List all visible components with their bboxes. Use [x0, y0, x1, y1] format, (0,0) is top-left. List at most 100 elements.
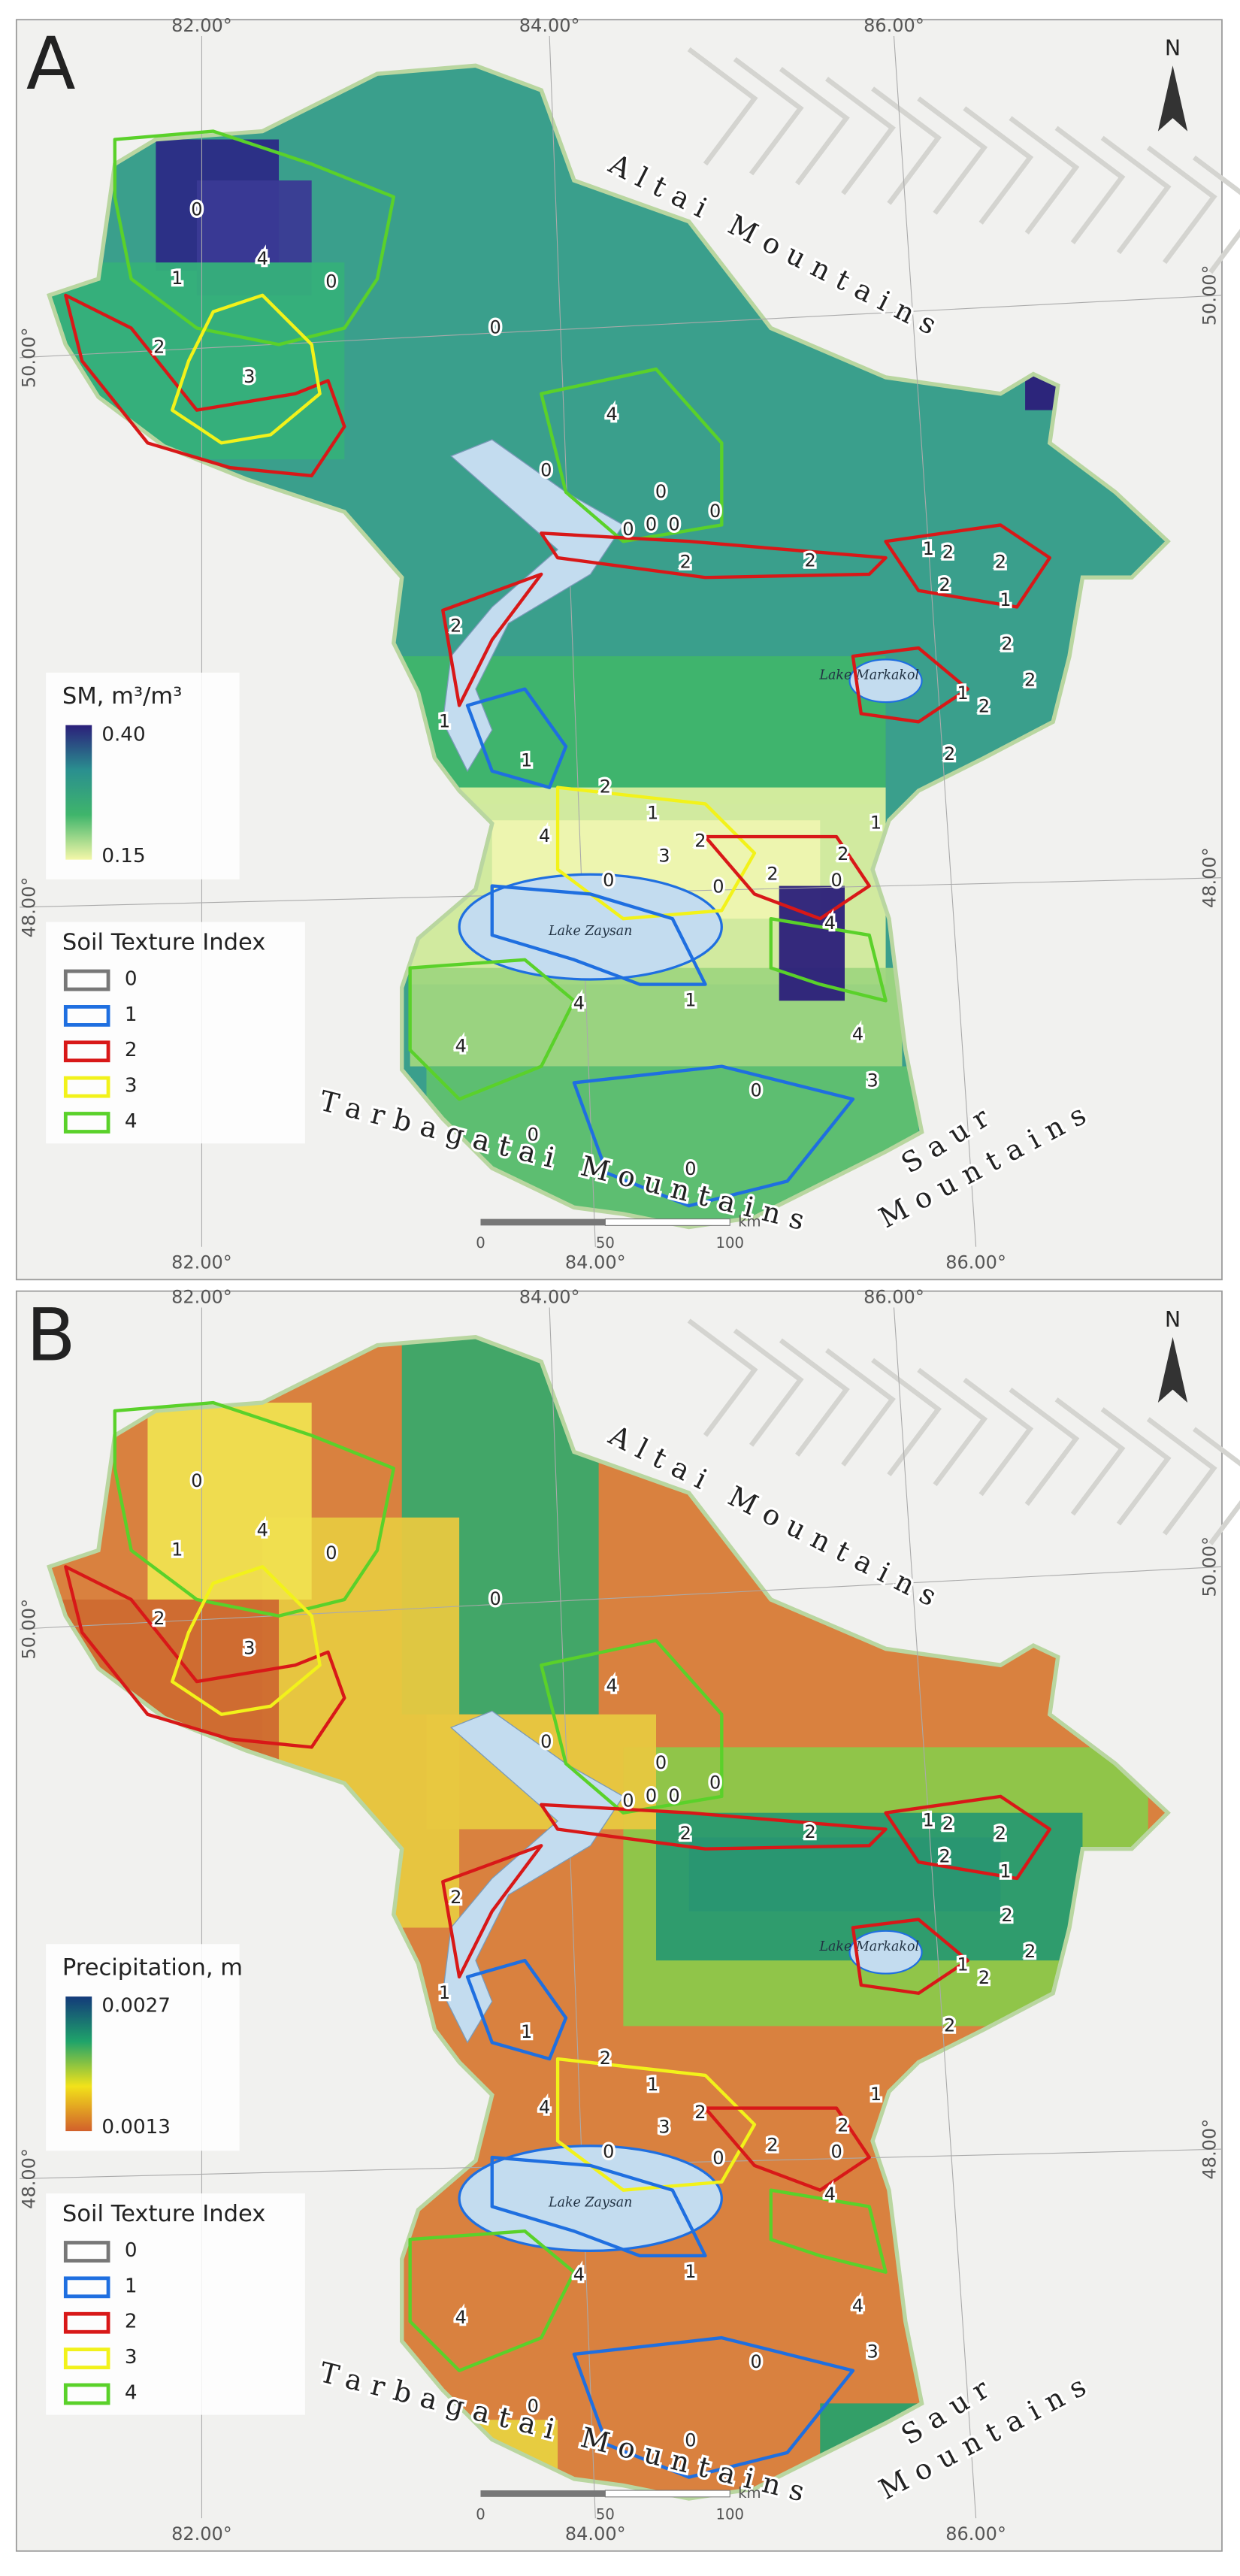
region-label: 2 — [1001, 634, 1012, 655]
colorbar — [65, 1996, 92, 2132]
region-label: 2 — [450, 1887, 461, 1908]
region-label: 4 — [257, 1519, 268, 1540]
region-label: 3 — [243, 1637, 255, 1658]
hillshade — [733, 1328, 804, 1447]
soil-region — [572, 2335, 855, 2479]
region-label: 1 — [957, 1954, 969, 1975]
graticule-line — [549, 1307, 596, 2519]
region-label: 0 — [668, 513, 679, 534]
lat-label: 48.00° — [1199, 847, 1220, 908]
soil-region — [408, 2229, 576, 2372]
soil-region — [465, 1958, 568, 2061]
legend-max: 0.0027 — [101, 1995, 171, 2018]
hillshade — [1192, 155, 1240, 274]
colorbar — [65, 725, 92, 860]
region-label: 0 — [685, 1158, 696, 1179]
legend-swatch — [63, 1040, 110, 1063]
region-label: 0 — [540, 1731, 552, 1752]
lon-label: 82.00° — [171, 1252, 232, 1273]
legend-swatch — [63, 2241, 110, 2263]
region-label: 4 — [824, 913, 836, 934]
soil-region — [540, 1639, 724, 1815]
legend-box — [46, 2193, 305, 2415]
soil-region — [490, 884, 707, 986]
legend-swatch — [63, 2383, 110, 2405]
region-label: 4 — [606, 1675, 617, 1697]
soil-region — [540, 1803, 888, 1851]
soil-region — [64, 1565, 346, 1749]
lake-label: Lake Zaysan — [548, 2196, 632, 2211]
soil-region — [851, 646, 969, 724]
lake-zaysan — [458, 873, 723, 981]
lon-label: 82.00° — [171, 15, 232, 36]
panel-label: A — [26, 22, 76, 106]
region-label: 0 — [830, 2141, 842, 2162]
region-label: 0 — [603, 2141, 614, 2162]
legend-swatch — [63, 1076, 110, 1098]
region-label: 0 — [668, 1785, 679, 1806]
soil-region — [555, 2057, 757, 2192]
region-label: 1 — [870, 813, 882, 834]
lake-label: Lake Markakol — [818, 668, 919, 683]
lat-label: 50.00° — [18, 327, 39, 388]
legend-swatch — [63, 1005, 110, 1027]
hillshade — [825, 77, 896, 195]
region-label: 2 — [767, 2135, 778, 2156]
north-arrow — [1157, 65, 1188, 132]
legend-swatch — [63, 2311, 110, 2334]
lat-label: 48.00° — [18, 2148, 39, 2209]
scale-label: 100 — [715, 1234, 743, 1252]
basin-outline — [47, 63, 1171, 1230]
region-label: 1 — [171, 1539, 183, 1560]
region-label: 3 — [658, 2117, 670, 2138]
region-label: 0 — [528, 2396, 539, 2417]
soil-region — [555, 786, 757, 921]
lon-label: 84.00° — [519, 1286, 580, 1307]
reservoir — [442, 1710, 625, 2044]
north-label: N — [1165, 35, 1181, 60]
lat-label: 48.00° — [1199, 2119, 1220, 2180]
hillshade — [963, 1377, 1034, 1497]
region-label: 2 — [939, 574, 950, 595]
region-label: 1 — [439, 1982, 450, 2003]
lon-label: 82.00° — [171, 1286, 232, 1307]
soil-region — [851, 1918, 969, 1995]
legend-swatch — [63, 2276, 110, 2299]
region-label: 1 — [923, 1810, 934, 1831]
hillshade — [1192, 1427, 1240, 1545]
region-label: 4 — [455, 1035, 467, 1056]
map-panel: 82.00° 82.00° 84.00° 84.00° 86.00° 86.00° 50.0… — [15, 1286, 1240, 2552]
soil-region — [441, 572, 543, 707]
legend-swatch — [63, 969, 110, 991]
panel-label: B — [26, 1293, 76, 1377]
hillshade — [733, 56, 804, 176]
region-label: 0 — [622, 1790, 634, 1811]
region-label: 2 — [942, 542, 954, 563]
scale-label: 0 — [476, 2505, 485, 2523]
region-label: 2 — [944, 743, 955, 764]
reservoir — [442, 439, 625, 773]
lon-label: 86.00° — [945, 1252, 1006, 1273]
lat-label: 50.00° — [1199, 1536, 1220, 1597]
region-label: 4 — [539, 825, 550, 846]
region-label: 3 — [866, 2341, 878, 2363]
lon-label: 86.00° — [863, 15, 924, 36]
region-label: 0 — [325, 271, 337, 292]
soil-region — [540, 531, 888, 580]
hillshade — [1054, 126, 1126, 244]
legend-item: 1 — [125, 2275, 138, 2297]
soil-region — [884, 523, 1052, 609]
lon-label: 84.00° — [519, 15, 580, 36]
legend-title: SM, m³/m³ — [62, 683, 182, 710]
hillshade — [1009, 1387, 1080, 1506]
region-label: 2 — [450, 616, 461, 637]
lake-label: Lake Markakol — [818, 1939, 919, 1954]
region-label: 0 — [191, 198, 202, 219]
legend-item: 0 — [125, 967, 138, 990]
region-label: 4 — [852, 1024, 863, 1045]
region-label: 3 — [866, 1070, 878, 1091]
soil-region — [540, 367, 724, 543]
region-label: 0 — [528, 1124, 539, 1145]
soil-region — [884, 1794, 1052, 1881]
legend-item: 1 — [125, 1003, 138, 1026]
